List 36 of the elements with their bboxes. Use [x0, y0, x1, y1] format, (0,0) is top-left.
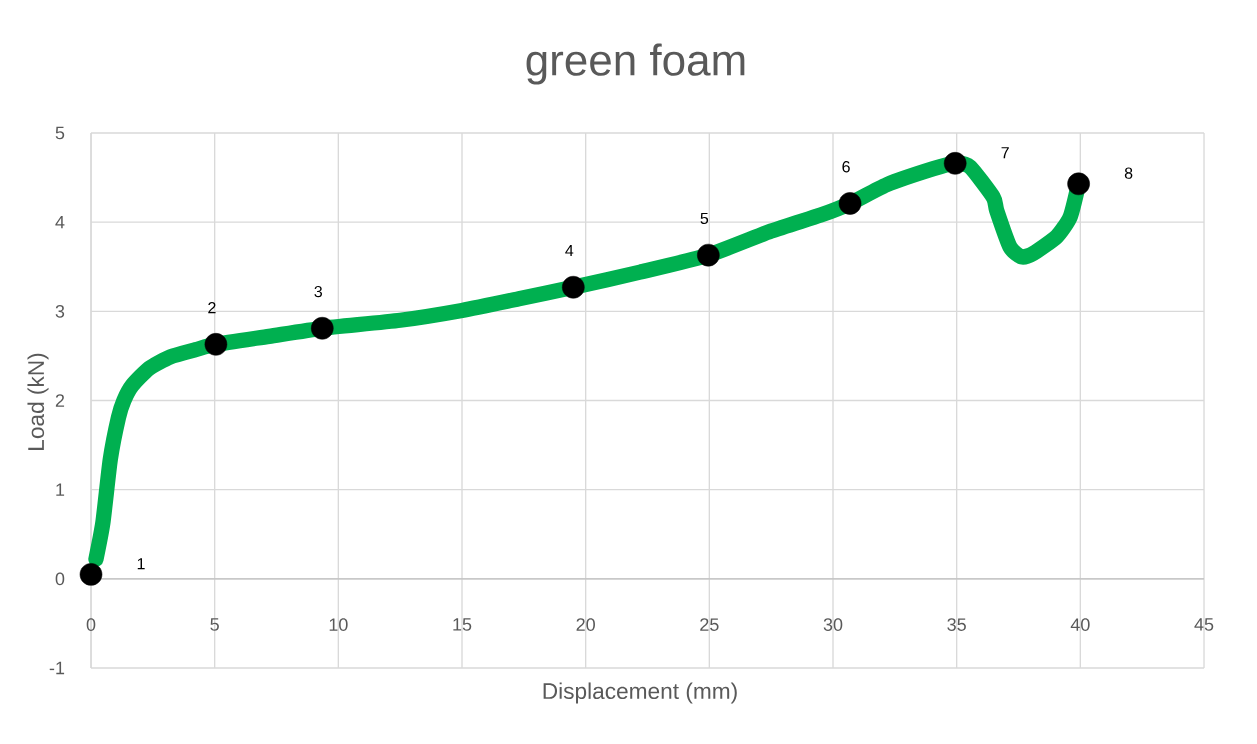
point: [310, 317, 334, 340]
point: [697, 243, 720, 267]
x-tick-label: 45: [1194, 618, 1214, 631]
y-tick-label: 1: [56, 483, 65, 496]
chart-title: green foam: [526, 43, 745, 85]
x-tick-label: 5: [210, 618, 219, 631]
annotation: 2: [208, 302, 216, 314]
y-axis-title: Load (kN): [27, 353, 49, 450]
y-tick-label: 3: [55, 304, 65, 318]
y-tick-label: 0: [55, 572, 65, 586]
y-tick-label: -1: [49, 661, 65, 675]
x-axis-title: Displacement (mm): [543, 682, 737, 704]
x-tick-label: 40: [1070, 618, 1090, 631]
annotation: 6: [842, 161, 850, 173]
point: [838, 192, 862, 215]
point: [204, 333, 228, 356]
point: [943, 152, 967, 175]
x-tick-label: 10: [329, 618, 348, 631]
x-tick-label: 0: [86, 618, 96, 631]
x-tick-label: 20: [576, 618, 595, 631]
annotation: 8: [1124, 167, 1133, 179]
annotation: 1: [137, 558, 145, 570]
annotation: 5: [700, 212, 709, 225]
point: [1067, 172, 1090, 196]
point: [79, 563, 103, 586]
y-tick-label: 4: [55, 215, 65, 229]
y-tick-label: 5: [55, 126, 65, 140]
y-tick-label: 2: [55, 394, 65, 407]
annotation: 3: [314, 285, 323, 298]
annotation: 7: [1001, 147, 1009, 159]
x-tick-label: 30: [823, 618, 843, 631]
x-tick-label: 25: [700, 618, 719, 631]
annotation: 4: [565, 245, 574, 257]
x-tick-label: 15: [453, 618, 472, 631]
point: [562, 275, 585, 299]
x-tick-label: 35: [947, 618, 966, 631]
